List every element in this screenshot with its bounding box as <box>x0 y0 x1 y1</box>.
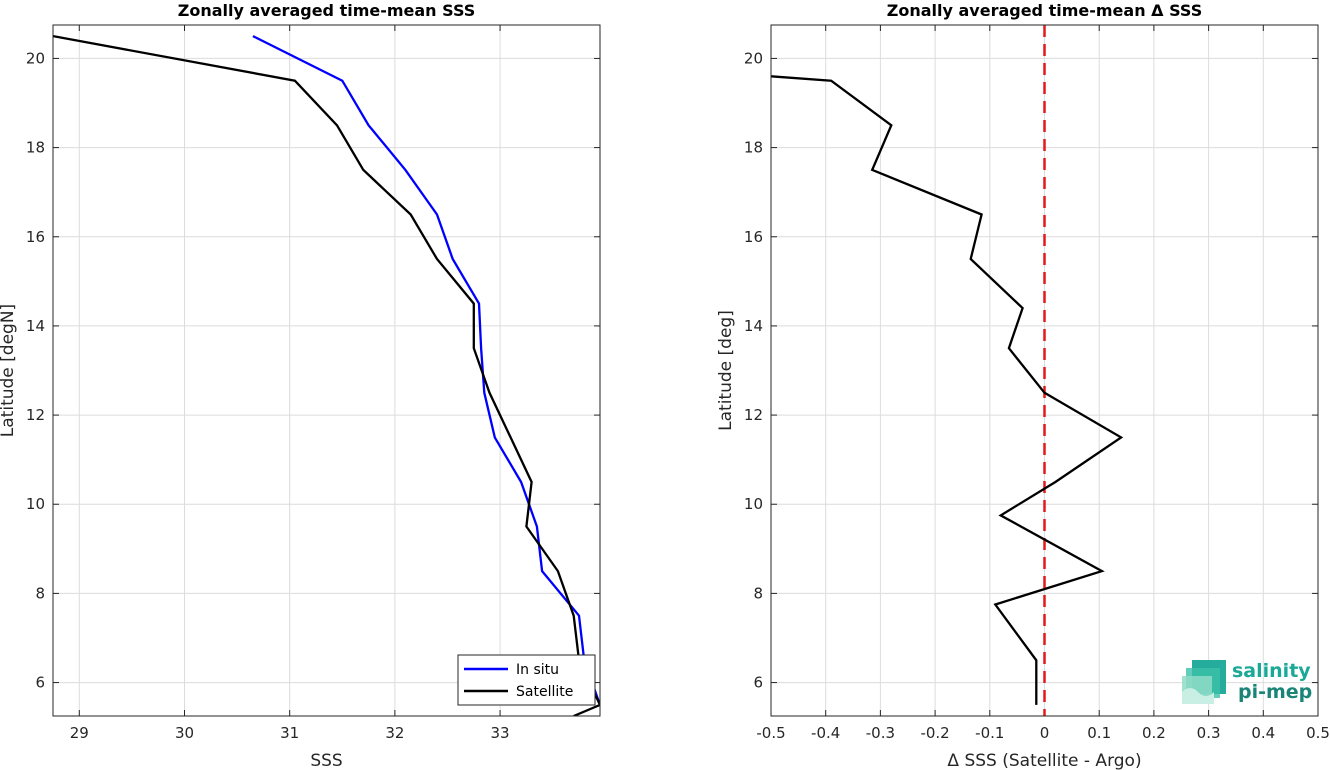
sss-plot-xlabel: SSS <box>310 751 342 770</box>
sss-plot-grid <box>53 25 600 716</box>
sss-xtick-label: 31 <box>280 724 299 742</box>
delta-sss-xtick-label: 0.4 <box>1251 724 1275 742</box>
sss-series-in-situ-line <box>252 35 600 706</box>
sss-ytick-label: 16 <box>26 228 45 246</box>
delta-sss-xtick-label: -0.1 <box>975 724 1004 742</box>
logo-text-salinity: salinity <box>1232 660 1311 682</box>
delta-sss-ytick-label: 6 <box>753 674 763 692</box>
sss-ytick-label: 18 <box>26 139 45 157</box>
delta-sss-ytick-label: 8 <box>753 584 763 602</box>
delta-sss-plot: Zonally averaged time-mean Δ SSS -0.5 -0.… <box>716 1 1330 770</box>
sss-plot-legend: In situ Satellite <box>457 654 596 706</box>
sss-plot-ticks: 29 30 31 32 33 6 8 10 12 14 16 18 20 <box>26 25 600 742</box>
sss-xtick-label: 33 <box>491 724 510 742</box>
logo-text-pi-mep: pi-mep <box>1238 681 1312 703</box>
delta-sss-plot-ylabel: Latitude [deg] <box>716 310 736 431</box>
sss-ytick-label: 6 <box>35 674 45 692</box>
sss-ytick-label: 12 <box>26 406 45 424</box>
delta-sss-plot-title: Zonally averaged time-mean Δ SSS <box>887 1 1203 20</box>
delta-sss-plot-series <box>771 25 1124 716</box>
sss-xtick-label: 32 <box>385 724 404 742</box>
delta-sss-plot-xlabel: Δ SSS (Satellite - Argo) <box>947 751 1141 770</box>
delta-sss-ytick-label: 10 <box>744 495 763 513</box>
delta-sss-ytick-label: 12 <box>744 406 763 424</box>
delta-sss-ytick-label: 18 <box>744 139 763 157</box>
sss-plot-ylabel: Latitude [degN] <box>0 304 18 437</box>
salinity-pi-mep-logo: salinity pi-mep <box>1182 660 1312 704</box>
sss-xtick-label: 29 <box>70 724 89 742</box>
delta-sss-xtick-label: 0.3 <box>1197 724 1221 742</box>
sss-plot-series <box>53 34 600 716</box>
delta-sss-xtick-label: 0 <box>1040 724 1050 742</box>
sss-plot-frame <box>52 24 601 717</box>
sss-series-satellite-line <box>53 34 600 716</box>
delta-sss-plot-ticks: -0.5 -0.4 -0.3 -0.2 -0.1 0 0.1 0.2 0.3 0.4 0.5 6 8 10… <box>744 25 1330 742</box>
logo-mark-icon <box>1182 660 1226 704</box>
delta-sss-xtick-label: -0.4 <box>811 724 840 742</box>
delta-sss-ytick-label: 16 <box>744 228 763 246</box>
sss-ytick-label: 10 <box>26 495 45 513</box>
legend-label-satellite: Satellite <box>516 684 573 700</box>
delta-sss-xtick-label: 0.5 <box>1306 724 1330 742</box>
legend-label-in-situ: In situ <box>516 662 559 678</box>
sss-ytick-label: 20 <box>26 49 45 67</box>
delta-sss-plot-frame <box>770 24 1319 717</box>
sss-plot-title: Zonally averaged time-mean SSS <box>178 1 476 20</box>
sss-ytick-label: 14 <box>26 317 45 335</box>
delta-sss-ytick-label: 14 <box>744 317 763 335</box>
delta-sss-xtick-label: -0.3 <box>866 724 895 742</box>
sss-ytick-label: 8 <box>35 584 45 602</box>
sss-plot: Zonally averaged time-mean SSS 29 30 31 32 3… <box>0 1 601 770</box>
delta-sss-ytick-label: 20 <box>744 49 763 67</box>
delta-sss-xtick-label: -0.2 <box>920 724 949 742</box>
delta-sss-series-delta-line <box>771 75 1124 705</box>
delta-sss-xtick-label: 0.2 <box>1142 724 1166 742</box>
sss-xtick-label: 30 <box>175 724 194 742</box>
delta-sss-xtick-label: -0.5 <box>756 724 785 742</box>
delta-sss-xtick-label: 0.1 <box>1087 724 1111 742</box>
